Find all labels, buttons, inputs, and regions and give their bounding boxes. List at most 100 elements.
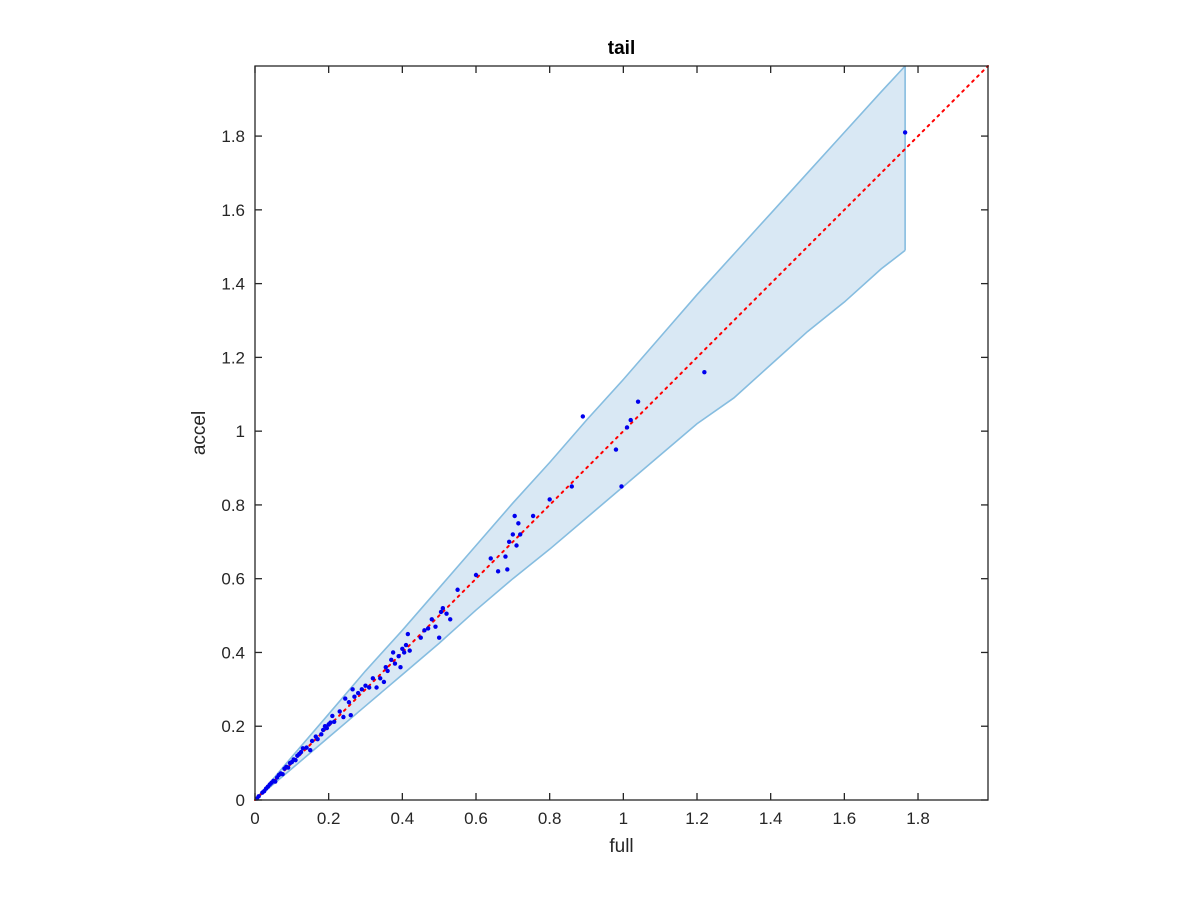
data-point [378,676,383,681]
data-point [363,683,368,688]
y-tick-label: 0.8 [221,496,245,515]
data-point [401,650,407,655]
data-point [902,130,908,135]
data-point [422,628,427,633]
data-point [473,572,479,578]
data-point [702,369,707,375]
data-point [355,690,361,696]
x-tick-label: 1.8 [906,809,930,828]
data-point [510,532,516,537]
data-point [403,642,409,648]
y-tick-label: 0.2 [221,717,245,736]
data-point [256,794,261,799]
data-point [390,650,396,655]
data-point [359,687,365,692]
data-point [628,417,633,423]
data-point [407,648,412,653]
data-point [512,513,517,519]
data-point [352,694,357,699]
y-tick-label: 1.2 [221,348,245,367]
confidence-band [255,66,906,800]
data-point [613,447,619,452]
data-point [337,709,342,714]
data-point [389,657,394,663]
reference-line [254,65,989,801]
y-tick-label: 1.8 [221,127,245,146]
y-tick-label: 1.6 [221,201,245,220]
data-point [348,712,353,718]
data-point [315,736,320,742]
data-point [366,685,372,690]
data-point [324,725,330,731]
data-point [300,746,306,751]
y-axis-label: accel [189,411,210,455]
data-point [506,539,512,545]
data-point [381,679,387,685]
data-point [455,587,460,592]
data-point [330,713,335,719]
data-point [530,513,536,519]
y-ticks-layer: 0 0.2 0.4 0.6 0.8 1 1.2 1.4 1.6 1.8 [221,127,988,810]
data-point [343,696,348,701]
data-point [370,676,376,681]
data-point [273,779,278,784]
data-point [293,757,298,763]
band-lower-edge [254,249,906,801]
data-point [495,569,501,574]
data-point [304,745,309,750]
data-point [569,484,574,489]
x-tick-label: 0 [250,809,259,828]
data-point [448,617,453,622]
data-point [331,719,337,725]
data-point [505,567,510,572]
data-point [429,617,435,622]
axes-layer [254,65,989,801]
data-point [635,399,641,404]
data-point [503,554,508,559]
data-point [440,606,446,611]
data-point [405,631,411,637]
y-tick-label: 0.6 [221,570,245,589]
data-point [392,661,398,666]
x-tick-label: 1.4 [759,809,783,828]
data-point [396,653,401,659]
data-point [309,738,315,744]
chart-title: tail [608,38,635,59]
data-point [320,727,326,733]
data-point [436,635,442,640]
reference-line-layer [254,65,989,801]
data-point [619,484,624,489]
confidence-band-layer [254,65,906,801]
data-point [398,665,403,670]
data-point [350,687,355,692]
y-tick-label: 0 [236,791,245,810]
data-point [518,532,523,537]
data-point [385,668,390,674]
data-point [328,720,333,725]
data-point [374,685,379,690]
x-tick-label: 1.2 [685,809,709,828]
y-tick-label: 1.4 [221,275,245,294]
data-point [516,521,521,526]
data-point [280,771,285,777]
data-point [438,609,444,615]
data-point [341,714,346,720]
x-tick-label: 1 [619,809,628,828]
x-tick-label: 1.6 [833,809,857,828]
data-point [383,665,388,670]
data-point [418,635,423,640]
y-tick-label: 1 [236,422,245,441]
x-tick-label: 0.6 [464,809,488,828]
data-point [346,700,352,705]
data-point [425,626,431,631]
x-tick-label: 0.8 [538,809,562,828]
data-point [547,497,552,502]
data-point [488,556,493,561]
data-points-layer [254,130,908,801]
y-tick-label: 0.4 [221,643,245,662]
data-point [433,624,438,629]
data-point [308,748,313,753]
data-point [580,414,586,419]
axes-box [254,65,989,801]
